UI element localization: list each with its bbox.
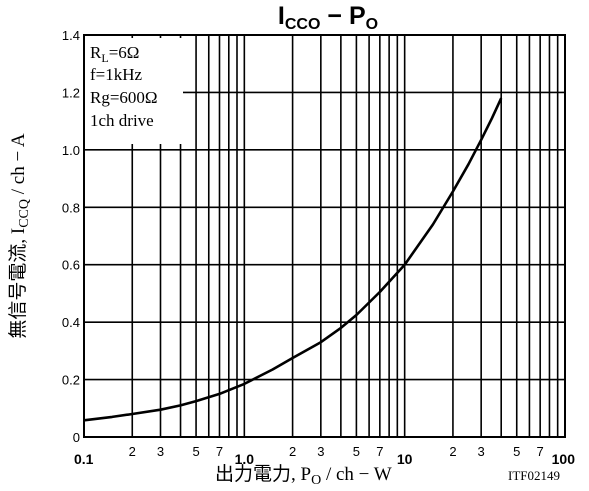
chart-title: ICCO − PO	[278, 2, 378, 33]
x-minor-tick-label: 2	[449, 444, 456, 459]
x-major-tick-label: 10	[397, 451, 413, 467]
y-tick-label: 0.6	[62, 258, 80, 273]
plot-frame	[83, 34, 566, 438]
x-minor-tick-label: 5	[353, 444, 360, 459]
y-axis-label: 無信号電流, ICCQ / ch − A	[7, 133, 32, 339]
y-tick-label: 1.0	[62, 143, 80, 158]
title-main2-sub: O	[366, 16, 378, 33]
annotation-rl: RL=6Ω	[90, 43, 139, 65]
y-tick-label: 1.2	[62, 85, 80, 100]
y-tick-label: 0	[73, 430, 80, 445]
x-minor-tick-label: 5	[513, 444, 520, 459]
y-tick-label: 0.4	[62, 315, 80, 330]
title-main-sub: CCO	[285, 16, 321, 33]
x-major-tick-label: 0.1	[74, 451, 94, 467]
annotation-box	[85, 38, 183, 144]
x-minor-tick-label: 3	[478, 444, 485, 459]
x-minor-tick-label: 7	[216, 444, 223, 459]
x-minor-tick-label: 5	[192, 444, 199, 459]
x-axis-label: 出力電力, PO / ch − W	[215, 463, 392, 488]
figure-code: ITF02149	[508, 468, 560, 483]
x-minor-tick-label: 2	[289, 444, 296, 459]
x-tick-labels: 0.1 1.0 10 100 2 3 5 7 2 3 5 7 2 3 5 7	[74, 444, 575, 467]
annotation-f: f=1kHz	[90, 65, 143, 84]
x-minor-tick-label: 7	[537, 444, 544, 459]
series-line	[83, 97, 503, 422]
x-minor-tick-label: 7	[376, 444, 383, 459]
title-sep: −	[320, 2, 349, 30]
title-main: I	[278, 2, 285, 30]
annotation-rg: Rg=600Ω	[90, 88, 158, 107]
x-major-tick-label: 1.0	[235, 451, 255, 467]
series-curve	[83, 97, 503, 422]
y-tick-labels: 0 0.2 0.4 0.6 0.8 1.0 1.2 1.4	[62, 28, 80, 445]
annotation-drive: 1ch drive	[90, 111, 154, 130]
x-major-tick-label: 100	[552, 451, 576, 467]
x-minor-tick-label: 3	[317, 444, 324, 459]
title-main2: P	[349, 2, 366, 30]
y-tick-label: 0.2	[62, 373, 80, 388]
x-minor-tick-label: 2	[129, 444, 136, 459]
x-minor-tick-label: 3	[157, 444, 164, 459]
y-tick-label: 1.4	[62, 28, 80, 43]
y-tick-label: 0.8	[62, 200, 80, 215]
annotation-block: RL=6Ω f=1kHz Rg=600Ω 1ch drive	[90, 43, 158, 130]
